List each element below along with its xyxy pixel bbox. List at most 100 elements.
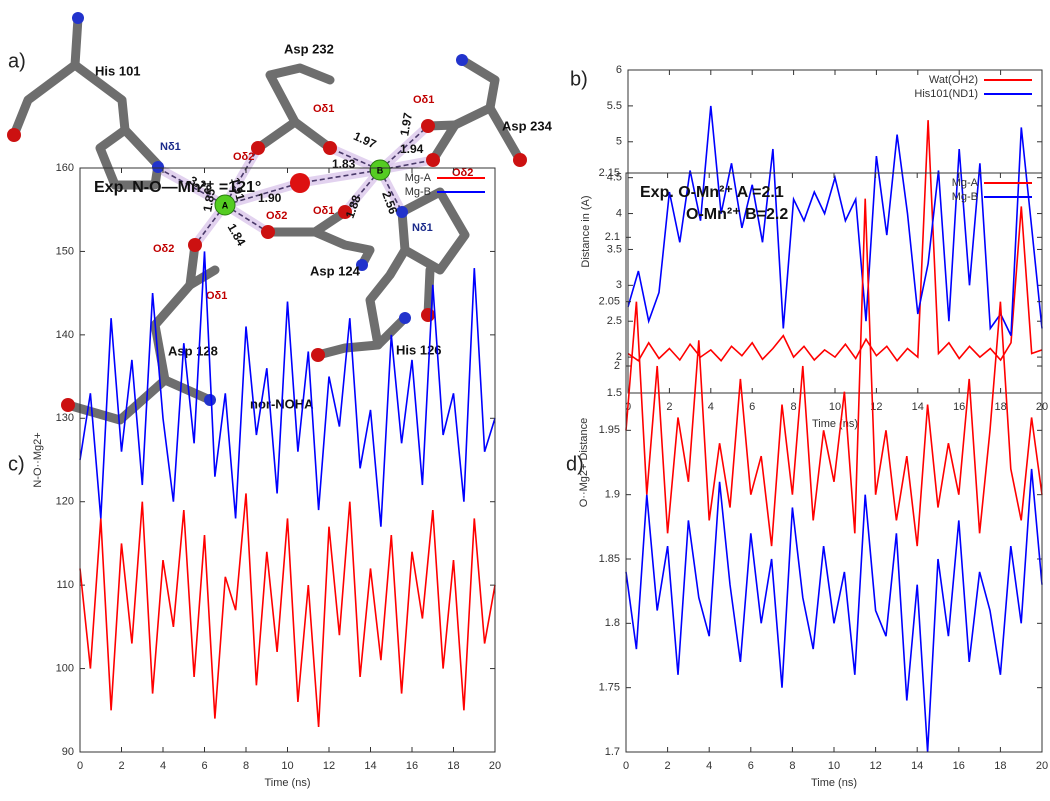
x-tick-label: 4 — [160, 760, 166, 772]
atom-label: Oδ1 — [313, 205, 334, 217]
atom-label: Oδ1 — [206, 290, 227, 302]
x-tick-label: 2 — [118, 760, 124, 772]
x-tick-label: 8 — [791, 401, 797, 413]
y-tick-label: 3.5 — [607, 243, 622, 255]
y-tick-label: 2 — [614, 360, 620, 372]
atom-label: Oδ1 — [413, 94, 434, 106]
distance-label: 1.85 — [200, 187, 218, 213]
y-tick-label: 1.9 — [605, 489, 620, 501]
x-tick-label: 16 — [953, 760, 965, 772]
y-tick-label: 2.15 — [599, 167, 620, 179]
y-tick-label: 5.5 — [607, 100, 622, 112]
x-tick-label: 6 — [201, 760, 207, 772]
atom-label: Nδ1 — [160, 141, 181, 153]
x-tick-label: 10 — [281, 760, 293, 772]
legend-label: Wat(OH2) — [929, 74, 978, 86]
residue-label: Asp 234 — [502, 118, 553, 133]
y-tick-label: 2.5 — [607, 315, 622, 327]
y-tick-label: 6 — [616, 64, 622, 76]
x-tick-label: 10 — [829, 401, 841, 413]
metal-label: B — [377, 165, 384, 175]
series-line — [79, 251, 496, 527]
y-tick-label: 3 — [616, 279, 622, 291]
atom-label: Oδ2 — [153, 243, 174, 255]
y-tick-label: 2 — [616, 351, 622, 363]
x-tick-label: 20 — [489, 760, 501, 772]
residue-label: His 101 — [95, 63, 141, 78]
x-tick-label: 2 — [665, 760, 671, 772]
x-tick-label: 2 — [666, 401, 672, 413]
residue-label: Asp 128 — [168, 343, 218, 358]
y-tick-label: 4 — [616, 207, 622, 219]
series-line — [625, 468, 1043, 753]
y-tick-label: 160 — [56, 162, 74, 174]
distance-label: 1.84 — [225, 221, 249, 249]
atom-label: Oδ1 — [313, 103, 334, 115]
y-tick-label: 4.5 — [607, 172, 622, 184]
plot-frame — [79, 167, 496, 753]
distance-label: 1.91 — [228, 176, 248, 202]
plot-frame — [625, 172, 1043, 753]
molecular-diagram: a) A B — [7, 12, 553, 425]
y-tick-label: 140 — [56, 329, 74, 341]
x-tick-label: 10 — [828, 760, 840, 772]
y-tick-label: 150 — [56, 245, 74, 257]
legend-label: Mg-B — [405, 186, 431, 198]
y-tick-label: 1.8 — [605, 617, 620, 629]
x-tick-label: 0 — [77, 760, 83, 772]
y-tick-label: 2.05 — [599, 296, 620, 308]
distance-label: 1.88 — [343, 193, 364, 220]
residue-label: His 126 — [396, 342, 442, 357]
y-tick-label: 1.95 — [599, 424, 620, 436]
y-axis-label: N-O··Mg2+ — [32, 432, 44, 487]
series-line — [79, 493, 496, 728]
residue-sticks — [9, 13, 525, 425]
coordination-bonds — [153, 121, 438, 250]
atom-label: Oδ2 — [266, 210, 287, 222]
legend-label: Mg-A — [952, 177, 979, 189]
series-line — [627, 105, 1043, 336]
y-tick-label: 130 — [56, 412, 74, 424]
x-tick-label: 6 — [748, 760, 754, 772]
x-tick-label: 14 — [911, 760, 923, 772]
metal-label: A — [222, 200, 229, 210]
panel-label: b) — [570, 68, 588, 90]
x-tick-label: 14 — [364, 760, 376, 772]
y-tick-label: 90 — [62, 746, 74, 758]
y-tick-label: 120 — [56, 496, 74, 508]
x-tick-label: 18 — [447, 760, 459, 772]
distance-label: 1.97 — [351, 129, 378, 152]
distance-label: 1.97 — [397, 111, 415, 137]
x-tick-label: 4 — [706, 760, 712, 772]
x-tick-label: 18 — [994, 760, 1006, 772]
x-axis-label: Time (ns) — [264, 777, 310, 789]
y-tick-label: 1.75 — [599, 682, 620, 694]
y-tick-label: 1.7 — [605, 746, 620, 758]
x-tick-label: 8 — [243, 760, 249, 772]
legend-label: His101(ND1) — [914, 88, 978, 100]
y-tick-label: 5 — [616, 136, 622, 148]
legend-label: Mg-A — [405, 172, 432, 184]
x-axis-label: Time (ns) — [811, 777, 857, 789]
annotation: Exp. O-Mn²⁺ A =2.1 — [640, 184, 784, 201]
atoms — [7, 12, 527, 412]
x-tick-label: 8 — [789, 760, 795, 772]
x-tick-label: 0 — [623, 760, 629, 772]
atom-label: Oδ2 — [452, 167, 473, 179]
annotation: O-Mn²⁺ B=2.2 — [686, 206, 788, 223]
atom-label: Nδ1 — [412, 222, 433, 234]
legend-label: Mg-B — [952, 191, 978, 203]
y-tick-label: 1.5 — [607, 387, 622, 399]
residue-label: Asp 232 — [284, 41, 334, 56]
series-line — [625, 198, 1043, 547]
x-tick-label: 12 — [869, 760, 881, 772]
atom-label: Oδ2 — [233, 151, 254, 163]
y-axis-label: Distance in (A) — [580, 195, 592, 267]
x-tick-label: 16 — [953, 401, 965, 413]
x-tick-label: 4 — [708, 401, 714, 413]
y-tick-label: 2.1 — [605, 231, 620, 243]
x-tick-label: 16 — [406, 760, 418, 772]
x-tick-label: 12 — [323, 760, 335, 772]
x-axis-label: Time (ns) — [812, 418, 858, 430]
